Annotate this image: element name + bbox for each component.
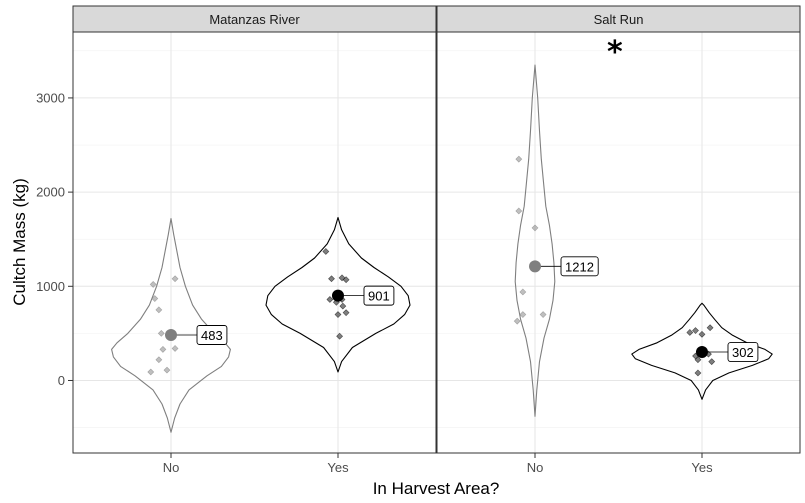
data-point [159, 345, 167, 353]
violin-group: 1212 [513, 64, 599, 417]
violin-outline [265, 216, 411, 373]
violin-outline [514, 64, 556, 417]
data-point [328, 275, 335, 283]
data-point [147, 368, 155, 376]
mean-point [529, 260, 542, 273]
data-point [155, 306, 163, 314]
data-point [339, 302, 347, 310]
data-point [149, 280, 157, 288]
mean-point [695, 346, 708, 359]
x-tick-label: Yes [327, 460, 349, 475]
mean-label: 483 [201, 328, 223, 343]
y-axis-title: Cultch Mass (kg) [10, 178, 29, 306]
facet-panel: Matanzas River 483 901 No Yes [72, 5, 437, 475]
panel-background [437, 32, 800, 453]
mean-label: 302 [732, 345, 754, 360]
panel-border [72, 31, 437, 454]
data-point [171, 345, 179, 352]
data-point [708, 358, 716, 366]
violin-group: 483 [111, 217, 231, 433]
facet-panel: Salt Run 1212 302 * No Yes [436, 5, 801, 475]
violin-outline [631, 302, 773, 400]
y-tick-label: 1000 [36, 279, 65, 294]
data-point [531, 224, 539, 232]
mean-label-box [560, 256, 599, 277]
x-tick-label: No [527, 460, 544, 475]
x-axis-title: In Harvest Area? [373, 479, 500, 498]
data-point [157, 329, 165, 337]
x-tick-label: No [163, 460, 180, 475]
data-point [698, 330, 706, 338]
data-point [163, 366, 171, 374]
mean-label-box [196, 325, 228, 345]
data-point [342, 309, 350, 317]
data-point [155, 356, 163, 364]
facet-strip [72, 5, 437, 33]
mean-point [331, 289, 344, 302]
data-point [539, 311, 547, 318]
panel-background [73, 32, 436, 453]
data-point [342, 276, 350, 284]
data-point [519, 288, 527, 296]
data-point [515, 207, 523, 215]
mean-label-box [363, 285, 395, 306]
violin-outline [111, 217, 231, 433]
y-tick-label: 2000 [36, 185, 65, 200]
data-point [334, 311, 342, 318]
data-point [694, 356, 702, 364]
data-point [336, 332, 344, 340]
facet-panels: Matanzas River 483 901 No Yes Salt Run 1212 302… [72, 5, 801, 475]
data-point [706, 324, 714, 332]
violin-group: 901 [265, 216, 411, 373]
x-tick-label: Yes [691, 460, 713, 475]
data-point [171, 275, 179, 283]
data-point [515, 155, 523, 163]
data-point [338, 274, 346, 282]
y-tick-label: 0 [58, 373, 65, 388]
facet-strip [436, 5, 801, 33]
facet-title: Salt Run [594, 12, 644, 27]
significance-marker: * [607, 35, 623, 70]
mean-label: 901 [368, 289, 390, 304]
violin-group: 302 [631, 302, 773, 400]
mean-label-box [727, 342, 759, 362]
mean-point [165, 328, 178, 341]
facet-title: Matanzas River [209, 12, 300, 27]
data-point [692, 327, 699, 334]
data-point [322, 248, 330, 255]
mean-label: 1212 [565, 259, 594, 274]
y-tick-label: 3000 [36, 90, 65, 105]
panel-border [436, 31, 801, 454]
data-point [694, 369, 702, 377]
data-point [151, 295, 159, 302]
data-point [519, 311, 527, 318]
y-axis: 0 1000 2000 3000 [36, 90, 73, 388]
data-point [513, 317, 521, 325]
data-point [686, 329, 694, 336]
data-point [326, 296, 334, 303]
